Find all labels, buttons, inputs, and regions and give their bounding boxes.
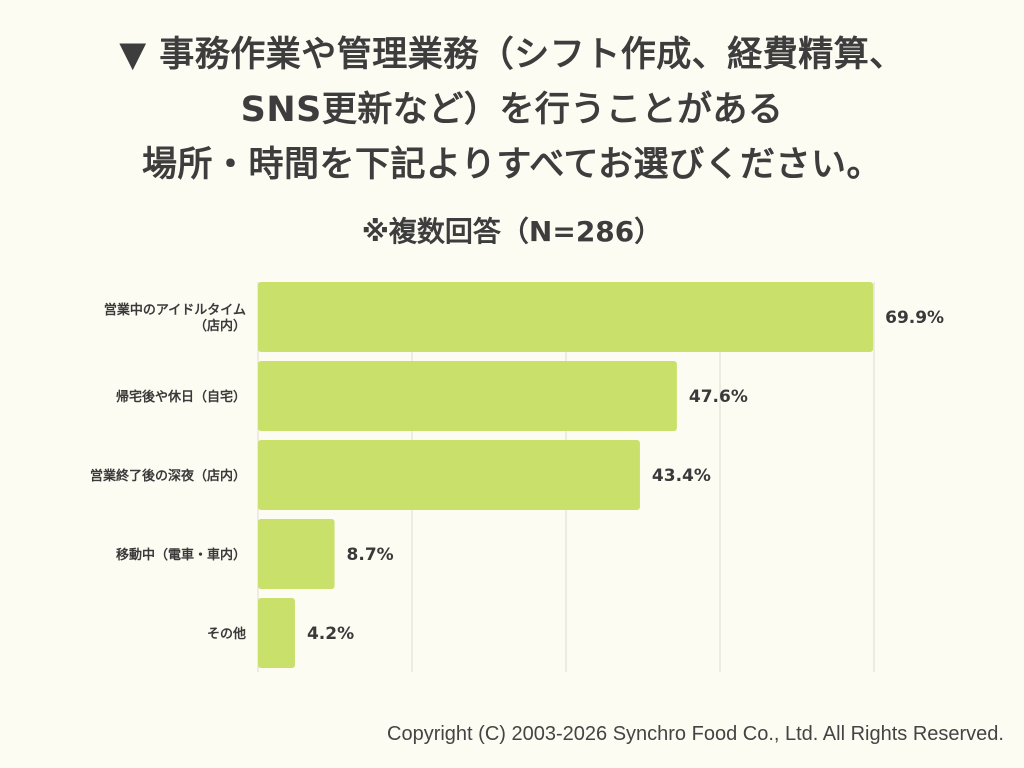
category-label-3: 移動中（電車・車内） bbox=[116, 547, 246, 563]
title-line-3: 場所・時間を下記よりすべてお選びください。 bbox=[142, 145, 882, 185]
bar-2 bbox=[258, 440, 640, 510]
chart-title: ▼ 事務作業や管理業務（シフト作成、経費精算、 SNS更新など）を行うことがある… bbox=[0, 28, 1024, 193]
value-label-1: 47.6% bbox=[689, 387, 748, 407]
category-label-line: （店内） bbox=[194, 318, 246, 334]
title-line-1: ▼ 事務作業や管理業務（シフト作成、経費精算、 bbox=[119, 35, 905, 75]
value-label-4: 4.2% bbox=[307, 624, 354, 644]
category-label-line: 帰宅後や休日（自宅） bbox=[116, 389, 246, 405]
chart-subtitle: ※複数回答（N=286） bbox=[361, 215, 663, 248]
category-label-1: 帰宅後や休日（自宅） bbox=[116, 389, 246, 405]
category-label-line: 営業終了後の深夜（店内） bbox=[90, 468, 246, 484]
copyright-text: Copyright (C) 2003-2026 Synchro Food Co.… bbox=[387, 723, 1004, 745]
category-label-0: 営業中のアイドルタイム（店内） bbox=[104, 302, 246, 334]
category-label-line: その他 bbox=[207, 626, 246, 642]
category-label-4: その他 bbox=[207, 626, 246, 642]
value-label-3: 8.7% bbox=[347, 545, 394, 565]
category-label-line: 移動中（電車・車内） bbox=[116, 547, 246, 563]
value-label-0: 69.9% bbox=[885, 308, 944, 328]
category-label-2: 営業終了後の深夜（店内） bbox=[90, 468, 246, 484]
bar-0 bbox=[258, 282, 874, 352]
category-label-line: 営業中のアイドルタイム bbox=[104, 302, 246, 318]
bar-1 bbox=[258, 361, 677, 431]
value-label-2: 43.4% bbox=[652, 466, 711, 486]
bar-chart: 69.9% 営業中のアイドルタイム（店内） 47.6% 帰宅後や休日（自宅） 43.4%… bbox=[90, 282, 944, 672]
title-line-2: SNS更新など）を行うことがある bbox=[240, 90, 784, 130]
bar-4 bbox=[258, 598, 295, 668]
bar-3 bbox=[258, 519, 335, 589]
